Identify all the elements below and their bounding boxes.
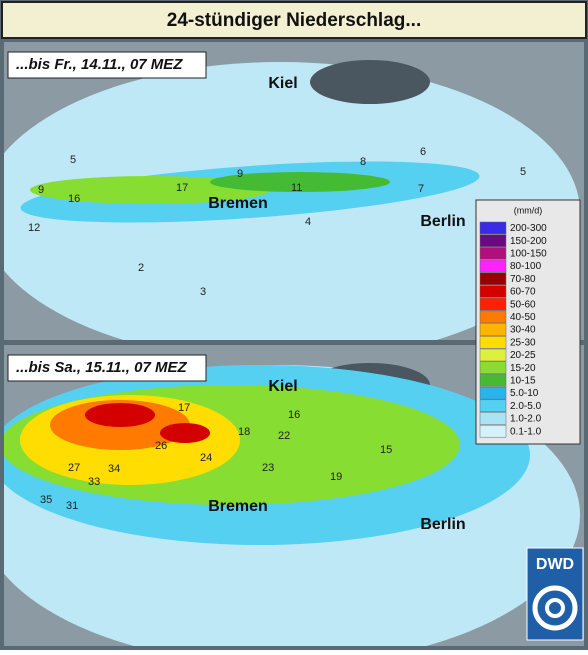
legend-label: 20-25 <box>510 350 536 361</box>
station-value: 27 <box>68 462 80 474</box>
legend-label: 5.0-10 <box>510 388 539 399</box>
station-value: 17 <box>176 182 188 194</box>
legend-label: 10-15 <box>510 376 536 387</box>
station-value: 11 <box>291 182 302 194</box>
station-value: 24 <box>200 452 212 464</box>
sea <box>310 60 430 104</box>
legend-label: 15-20 <box>510 363 536 374</box>
station-value: 12 <box>28 222 40 234</box>
station-value: 17 <box>178 402 190 414</box>
legend-swatch <box>479 348 507 362</box>
city-label: Bremen <box>208 195 268 212</box>
station-value: 8 <box>360 156 366 168</box>
station-value: 35 <box>40 494 52 506</box>
station-value: 22 <box>278 430 290 442</box>
station-value: 3 <box>200 286 206 298</box>
legend-swatch <box>479 234 507 247</box>
logo-box <box>526 547 584 641</box>
legend-label: 25-30 <box>510 337 536 348</box>
legend-label: 70-80 <box>510 274 536 285</box>
station-value: 18 <box>238 426 250 438</box>
legend-swatch <box>479 272 507 286</box>
city-label: Berlin <box>420 516 465 533</box>
station-value: 2 <box>138 262 144 274</box>
legend-swatch <box>479 361 507 374</box>
station-value: 7 <box>418 183 424 195</box>
legend-label: 100-150 <box>510 249 547 260</box>
legend-unit: (mm/d) <box>514 205 543 215</box>
legend-label: 80-100 <box>510 261 542 272</box>
station-value: 26 <box>155 440 167 452</box>
legend-swatch <box>479 310 507 324</box>
legend-label: 2.0-5.0 <box>510 401 542 412</box>
station-value: 34 <box>108 463 120 475</box>
panel-label: ...bis Sa., 15.11., 07 MEZ <box>16 359 187 376</box>
city-label: Bremen <box>208 498 268 515</box>
station-value: 16 <box>288 409 300 421</box>
legend-swatch <box>479 424 507 438</box>
legend-label: 1.0-2.0 <box>510 414 542 425</box>
legend-label: 60-70 <box>510 287 536 298</box>
legend-swatch <box>479 412 507 425</box>
station-value: 16 <box>68 193 80 205</box>
title: 24-stündiger Niederschlag... <box>167 10 421 31</box>
station-value: 33 <box>88 476 100 488</box>
city-label: Kiel <box>268 75 297 92</box>
legend-swatch <box>479 336 507 349</box>
rain-band <box>210 172 390 192</box>
panel-label-box <box>7 51 207 79</box>
station-value: 5 <box>70 154 76 166</box>
legend-label: 200-300 <box>510 223 547 234</box>
station-value: 5 <box>520 166 526 178</box>
legend-swatch <box>479 297 507 311</box>
station-value: 9 <box>38 184 44 196</box>
logo-swirl <box>532 585 578 631</box>
legend-label: 40-50 <box>510 312 536 323</box>
legend-swatch <box>479 247 507 260</box>
legend-label: 150-200 <box>510 236 547 247</box>
station-value: 6 <box>420 146 426 158</box>
legend-swatch <box>479 259 507 273</box>
legend-swatch <box>479 374 507 387</box>
logo-text: DWD <box>536 556 574 573</box>
city-label: Berlin <box>420 213 465 230</box>
legend-label: 0.1-1.0 <box>510 426 542 437</box>
station-value: 4 <box>305 216 311 228</box>
legend-swatch <box>479 285 507 298</box>
logo-swirl <box>545 598 565 618</box>
legend-swatch <box>479 399 507 413</box>
legend-label: 50-60 <box>510 299 536 310</box>
rain-band <box>85 403 155 427</box>
station-value: 31 <box>66 500 78 512</box>
station-value: 15 <box>380 444 392 456</box>
panel-label-box <box>7 354 207 382</box>
city-label: Kiel <box>268 378 297 395</box>
rain-band <box>30 176 270 204</box>
station-value: 9 <box>237 168 243 180</box>
title-bar <box>1 1 587 39</box>
legend-label: 30-40 <box>510 325 536 336</box>
station-value: 23 <box>262 462 274 474</box>
legend-swatch <box>479 386 507 400</box>
legend-swatch <box>479 323 507 336</box>
panel-label: ...bis Fr., 14.11., 07 MEZ <box>16 56 183 73</box>
legend-swatch <box>479 221 507 235</box>
rain-band <box>160 423 210 443</box>
station-value: 19 <box>330 471 342 483</box>
